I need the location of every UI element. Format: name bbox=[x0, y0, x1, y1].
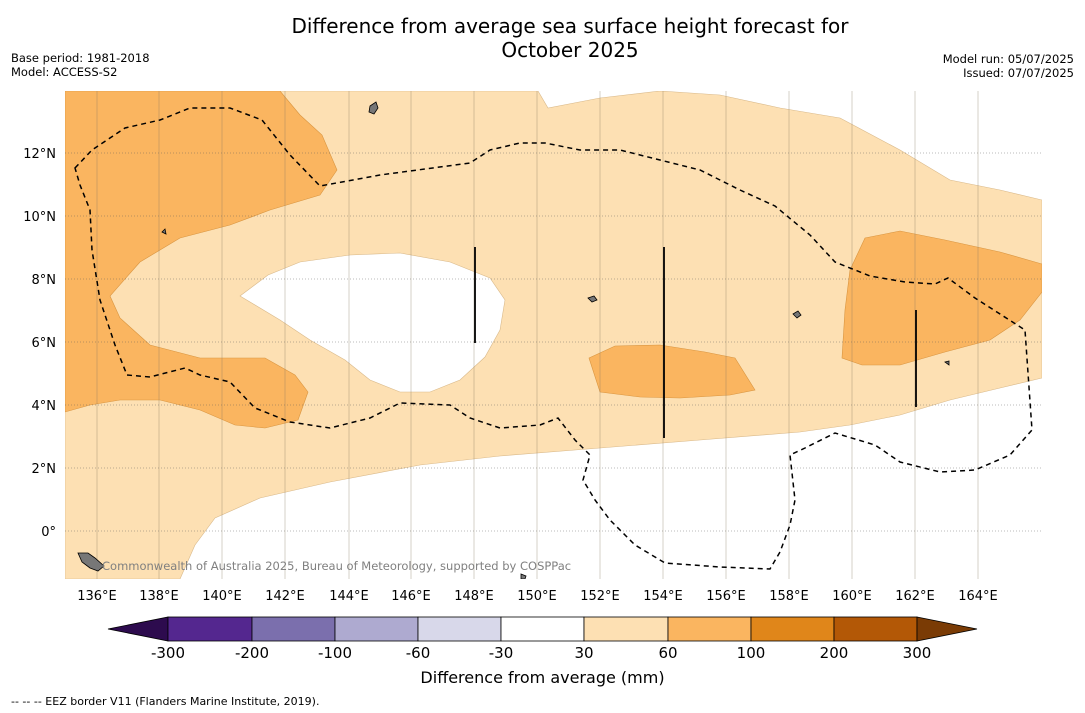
x-tick: 136°E bbox=[77, 589, 117, 604]
contour-60-100-northwest bbox=[65, 91, 338, 429]
y-tick: 4°N bbox=[32, 399, 57, 414]
x-tick: 144°E bbox=[329, 589, 369, 604]
x-tick: 138°E bbox=[139, 589, 179, 604]
colorbar-segment bbox=[334, 616, 419, 642]
x-tick: 146°E bbox=[391, 589, 431, 604]
y-tick: 6°N bbox=[32, 336, 57, 351]
map-title: Difference from average sea surface heig… bbox=[0, 14, 1085, 62]
model-name: Model: ACCESS-S2 bbox=[11, 65, 118, 79]
colorbar-ticks: -300 -200 -100 -60 -30 30 60 100 200 300 bbox=[151, 644, 931, 662]
x-tick: 148°E bbox=[454, 589, 494, 604]
colorbar bbox=[107, 616, 978, 642]
y-tick: 12°N bbox=[23, 147, 56, 162]
islands bbox=[77, 101, 950, 579]
x-tick: 160°E bbox=[832, 589, 872, 604]
base-period: Base period: 1981-2018 bbox=[11, 51, 150, 65]
colorbar-segment bbox=[750, 616, 835, 642]
y-axis-labels: 12°N 10°N 8°N 6°N 4°N 2°N 0° bbox=[23, 147, 56, 540]
x-tick: 150°E bbox=[517, 589, 557, 604]
colorbar-tick: 200 bbox=[820, 644, 849, 662]
issued-date: Issued: 07/07/2025 bbox=[963, 66, 1074, 80]
colorbar-tick: -60 bbox=[406, 644, 431, 662]
title-line-1: Difference from average sea surface heig… bbox=[291, 14, 849, 38]
colorbar-tick: -200 bbox=[235, 644, 269, 662]
colorbar-tick: -30 bbox=[489, 644, 514, 662]
colorbar-title: Difference from average (mm) bbox=[420, 668, 665, 687]
colorbar-tick: 100 bbox=[737, 644, 766, 662]
title-line-2: October 2025 bbox=[501, 38, 639, 62]
colorbar-segment bbox=[167, 616, 253, 642]
colorbar-max-arrow bbox=[916, 616, 978, 642]
x-tick: 140°E bbox=[202, 589, 242, 604]
colorbar-tick: 60 bbox=[658, 644, 677, 662]
graticule bbox=[65, 152, 1042, 532]
y-tick: 0° bbox=[41, 525, 56, 540]
y-tick: 10°N bbox=[23, 210, 56, 225]
y-tick: 2°N bbox=[32, 462, 57, 477]
colorbar-segment bbox=[417, 616, 502, 642]
colorbar-min-arrow bbox=[107, 616, 169, 642]
colorbar-tick: 30 bbox=[574, 644, 593, 662]
contour-30-60 bbox=[65, 91, 1042, 579]
copyright-text: Commonwealth of Australia 2025, Bureau o… bbox=[102, 559, 571, 573]
colorbar-tick: 300 bbox=[903, 644, 932, 662]
x-tick: 156°E bbox=[706, 589, 746, 604]
colorbar-tick: -300 bbox=[151, 644, 185, 662]
x-tick: 154°E bbox=[643, 589, 683, 604]
contour-neutral-blob bbox=[239, 252, 506, 393]
colorbar-segment bbox=[583, 616, 669, 642]
tick-lines bbox=[474, 247, 917, 438]
y-tick: 8°N bbox=[32, 273, 57, 288]
meridians bbox=[96, 91, 979, 579]
x-tick: 152°E bbox=[580, 589, 620, 604]
colorbar-segment bbox=[833, 616, 918, 642]
x-tick: 162°E bbox=[895, 589, 935, 604]
x-tick: 142°E bbox=[265, 589, 305, 604]
colorbar-segment bbox=[667, 616, 752, 642]
x-axis-labels: 136°E 138°E 140°E 142°E 144°E 146°E 148°… bbox=[77, 589, 998, 604]
eez-footnote: -- -- -- EEZ border V11 (Flanders Marine… bbox=[11, 695, 320, 708]
colorbar-tick: -100 bbox=[318, 644, 352, 662]
x-tick: 158°E bbox=[769, 589, 809, 604]
colorbar-segment bbox=[500, 616, 585, 642]
eez-border bbox=[74, 107, 1033, 570]
contour-60-100-central bbox=[588, 344, 756, 399]
base-info: Base period: 1981-2018 Model: ACCESS-S2 bbox=[11, 51, 150, 79]
colorbar-segment bbox=[251, 616, 336, 642]
model-run: Model run: 05/07/2025 bbox=[942, 52, 1074, 66]
x-tick: 164°E bbox=[958, 589, 998, 604]
map-plot-area bbox=[65, 91, 1042, 579]
run-info: Model run: 05/07/2025 Issued: 07/07/2025 bbox=[943, 52, 1074, 80]
